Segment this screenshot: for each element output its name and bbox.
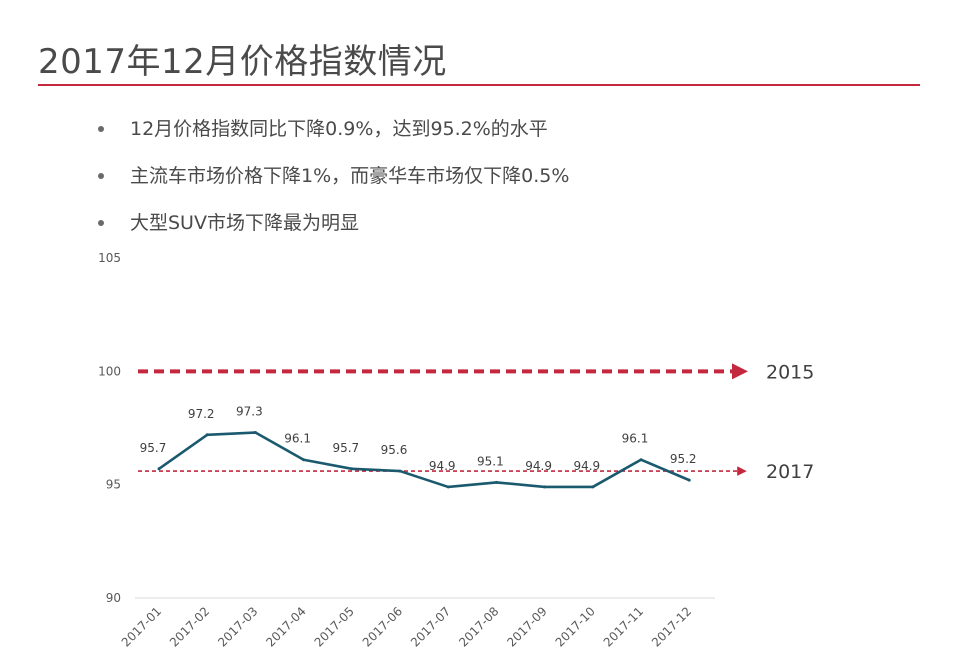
- data-label: 97.3: [236, 405, 263, 419]
- y-axis: 90 95 100 105: [98, 251, 121, 605]
- x-tick-label: 2017-12: [649, 604, 694, 649]
- data-point: [302, 458, 306, 462]
- x-tick-label: 2017-09: [504, 604, 549, 649]
- y-tick-label: 95: [106, 478, 121, 492]
- bullet-item: 大型SUV市场下降最为明显: [98, 208, 569, 255]
- data-point: [205, 433, 209, 437]
- data-label: 96.1: [622, 432, 649, 446]
- data-label: 95.7: [140, 441, 167, 455]
- x-tick-label: 2017-08: [456, 604, 501, 649]
- x-tick-label: 2017-10: [553, 604, 598, 649]
- data-label: 97.2: [188, 407, 215, 421]
- x-tick-label: 2017-05: [312, 604, 357, 649]
- x-tick-label: 2017-11: [601, 604, 646, 649]
- data-labels: 95.7 97.2 97.3 96.1 95.7 95.6 94.9 95.1 94.9 94.9…: [140, 405, 697, 473]
- data-point: [687, 478, 691, 482]
- data-label: 94.9: [573, 459, 600, 473]
- bullet-list: 12月价格指数同比下降0.9%，达到95.2%的水平 主流车市场价格下降1%，而…: [98, 114, 569, 255]
- data-point: [157, 467, 161, 471]
- series-group: [157, 431, 691, 489]
- series-line: [157, 431, 691, 489]
- data-point: [543, 485, 547, 489]
- data-point: [494, 480, 498, 484]
- y-tick-label: 105: [98, 251, 121, 265]
- bullet-dot-icon: [98, 126, 104, 132]
- x-axis: 2017-01 2017-02 2017-03 2017-04 2017-05 2017-…: [119, 597, 715, 650]
- reference-label-2017: 2017: [766, 461, 814, 483]
- data-point: [253, 431, 257, 435]
- bullet-dot-icon: [98, 173, 104, 179]
- data-label: 95.7: [332, 441, 359, 455]
- y-tick-label: 100: [98, 364, 121, 378]
- x-tick-label: 2017-02: [167, 604, 212, 649]
- data-point: [350, 467, 354, 471]
- data-point: [591, 485, 595, 489]
- x-tick-label: 2017-06: [360, 604, 405, 649]
- data-label: 95.6: [381, 443, 408, 457]
- bullet-item: 12月价格指数同比下降0.9%，达到95.2%的水平: [98, 114, 569, 161]
- page-title: 2017年12月价格指数情况: [38, 42, 447, 82]
- data-label: 96.1: [284, 432, 311, 446]
- data-label: 94.9: [429, 459, 456, 473]
- bullet-text: 大型SUV市场下降最为明显: [130, 212, 359, 234]
- bullet-dot-icon: [98, 220, 104, 226]
- x-tick-label: 2017-03: [215, 604, 260, 649]
- x-tick-label: 2017-07: [408, 604, 453, 649]
- y-tick-label: 90: [106, 591, 121, 605]
- bullet-item: 主流车市场价格下降1%，而豪华车市场仅下降0.5%: [98, 161, 569, 208]
- bullet-text: 12月价格指数同比下降0.9%，达到95.2%的水平: [130, 118, 548, 140]
- x-tick-label: 2017-01: [119, 604, 164, 649]
- data-label: 95.1: [477, 454, 504, 468]
- x-tick-label: 2017-04: [263, 604, 308, 649]
- reference-label-2015: 2015: [766, 361, 814, 383]
- title-divider: [38, 84, 920, 86]
- data-label: 94.9: [525, 459, 552, 473]
- data-point: [639, 458, 643, 462]
- bullet-text: 主流车市场价格下降1%，而豪华车市场仅下降0.5%: [130, 165, 570, 187]
- data-point: [398, 469, 402, 473]
- data-point: [446, 485, 450, 489]
- data-label: 95.2: [670, 452, 697, 466]
- reference-lines: 2015 2017: [138, 361, 814, 483]
